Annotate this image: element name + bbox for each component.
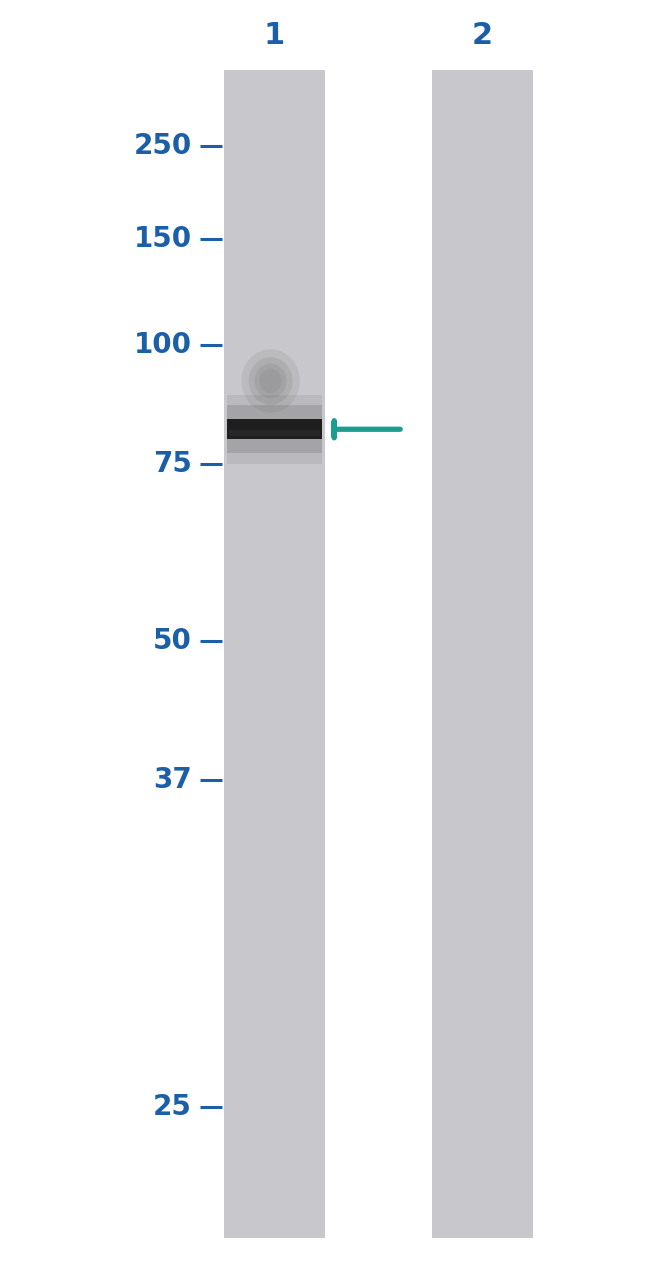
Ellipse shape: [241, 349, 300, 413]
Ellipse shape: [249, 357, 292, 405]
Text: 250: 250: [133, 132, 192, 160]
Text: 1: 1: [264, 22, 285, 50]
Text: 37: 37: [153, 766, 192, 794]
Text: 50: 50: [153, 627, 192, 655]
Ellipse shape: [259, 368, 281, 394]
Text: 100: 100: [134, 331, 192, 359]
Text: 150: 150: [134, 225, 192, 253]
Bar: [227, 405, 322, 453]
Bar: [229, 429, 320, 436]
Bar: [227, 419, 322, 439]
Bar: [432, 70, 533, 1238]
Text: 25: 25: [153, 1093, 192, 1121]
Text: 75: 75: [153, 450, 192, 478]
Bar: [224, 70, 325, 1238]
Text: 2: 2: [472, 22, 493, 50]
Ellipse shape: [255, 363, 287, 399]
Bar: [227, 395, 322, 464]
